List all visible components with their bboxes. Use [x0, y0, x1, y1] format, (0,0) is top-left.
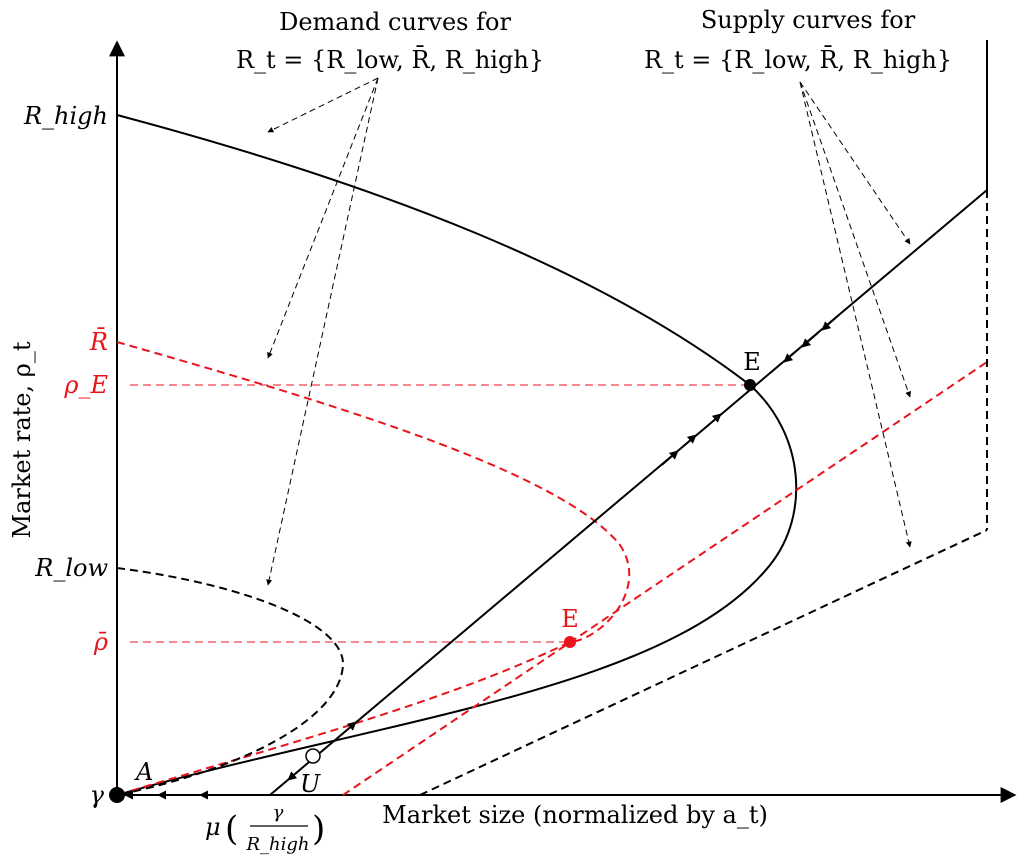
x-tick-gamma: γ [273, 802, 284, 823]
y-label-r-high: R_high [23, 102, 108, 130]
flow-arrow [821, 315, 839, 331]
x-tick-right-paren: ) [312, 809, 325, 849]
supply-curve-r-low [419, 529, 988, 796]
supply-annotation-arrow [799, 81, 911, 245]
unstable-point-u [305, 748, 321, 764]
demand-annotation-arrow [266, 77, 379, 586]
equilibrium-point-e-red [564, 636, 576, 648]
equilibrium-point-e-black [744, 379, 756, 391]
y-label-rho-bar: ρ̄ [93, 628, 108, 656]
supply-title-text: Supply curves for [701, 6, 916, 34]
x-axis-label: Market size (normalized by a_t) [382, 801, 768, 829]
flow-arrow [661, 450, 679, 466]
point-label-u: U [300, 770, 321, 798]
x-tick-mu-group: μ ( γ R_high ) [205, 802, 325, 855]
demand-annotation-arrow [267, 77, 379, 359]
point-label-e-black: E [743, 348, 761, 376]
supply-set-text: R_t = {R_low, R̄, R_high} [644, 46, 952, 74]
flow-arrow [783, 347, 801, 363]
demand-annotation-arrow [267, 77, 379, 133]
flow-arrow [339, 721, 357, 737]
supply-annotation-arrow [799, 81, 912, 548]
x-tick-r-high: R_high [245, 834, 309, 855]
y-label-rho-e: ρ_E [63, 371, 108, 399]
y-axis-label: Market rate, ρ_t [8, 341, 36, 538]
x-tick-mu: μ [205, 813, 221, 841]
flow-arrow [801, 332, 819, 348]
origin-point-gamma [109, 787, 125, 803]
y-label-r-bar: R̄ [89, 328, 108, 356]
demand-curve-r-bar [116, 341, 631, 796]
y-label-gamma: γ [90, 781, 105, 809]
demand-title-text: Demand curves for [279, 8, 511, 36]
point-label-e-red: E [561, 605, 579, 633]
x-tick-left-paren: ( [225, 809, 238, 849]
demand-set-text: R_t = {R_low, R̄, R_high} [236, 46, 544, 74]
supply-curve-r-bar [342, 361, 988, 796]
demand-curve-r-low [116, 567, 345, 796]
y-label-r-low: R_low [34, 554, 108, 582]
flow-arrow [287, 769, 301, 781]
flow-arrow [679, 434, 697, 450]
supply-annotation-arrow [799, 81, 912, 398]
supply-curve-r-high [269, 189, 988, 796]
demand-curve-r-high [116, 114, 798, 796]
flow-arrow [704, 413, 722, 429]
point-label-a: A [134, 758, 153, 786]
